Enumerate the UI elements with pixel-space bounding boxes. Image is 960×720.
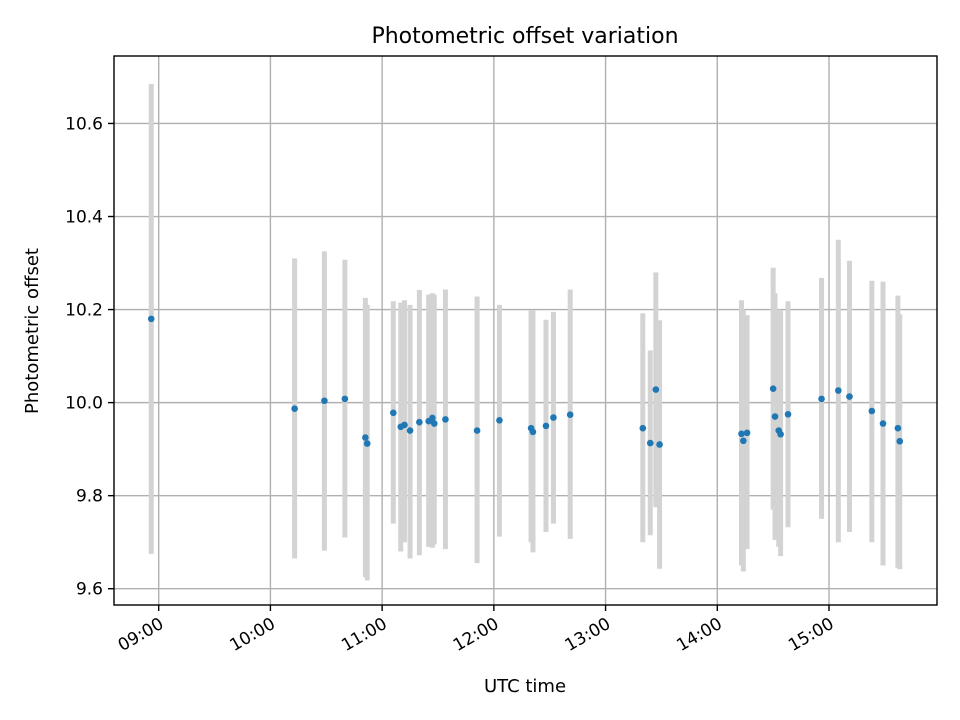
y-axis-label: Photometric offset xyxy=(22,248,43,414)
data-point xyxy=(879,420,887,427)
data-point xyxy=(401,421,408,429)
data-point xyxy=(769,385,777,392)
plot-frame xyxy=(113,55,938,606)
data-point xyxy=(430,420,438,427)
y-tick-label: 9.8 xyxy=(76,487,103,507)
y-tick-label: 10.2 xyxy=(65,301,103,321)
data-point xyxy=(652,386,660,393)
data-point xyxy=(362,434,369,441)
data-point xyxy=(656,441,663,448)
data-point xyxy=(777,430,784,438)
data-point xyxy=(846,393,853,400)
data-point xyxy=(496,416,503,424)
data-point xyxy=(291,405,298,412)
data-point xyxy=(321,397,328,405)
data-point xyxy=(740,437,747,445)
data-points xyxy=(147,315,904,448)
data-point xyxy=(147,315,155,323)
data-point xyxy=(389,409,397,417)
data-point xyxy=(743,429,751,437)
y-axis-ticks: 9.6 9.8 10.0 10.2 10.4 10.6 xyxy=(65,114,114,600)
y-tick-label: 9.6 xyxy=(76,580,103,600)
data-point xyxy=(550,414,557,421)
data-point xyxy=(818,395,825,403)
chart-title: Photometric offset variation xyxy=(371,24,678,49)
data-point xyxy=(784,410,792,418)
data-point xyxy=(646,439,654,447)
data-point xyxy=(738,430,745,438)
data-point xyxy=(363,440,371,447)
data-point xyxy=(894,424,902,432)
data-point xyxy=(529,428,537,436)
data-point xyxy=(566,411,574,419)
data-point xyxy=(416,418,423,426)
data-point xyxy=(341,395,349,403)
data-point xyxy=(542,422,550,430)
data-point xyxy=(868,407,876,415)
data-point xyxy=(442,416,449,423)
grid xyxy=(114,56,937,605)
data-point xyxy=(835,387,842,394)
x-axis-label: UTC time xyxy=(484,676,566,697)
y-tick-label: 10.6 xyxy=(65,114,103,134)
data-point xyxy=(639,424,647,432)
data-point xyxy=(896,437,904,445)
data-point xyxy=(473,427,481,434)
data-point xyxy=(406,427,414,434)
y-tick-label: 10.4 xyxy=(65,208,103,228)
data-point xyxy=(771,413,779,420)
y-tick-label: 10.0 xyxy=(65,394,103,414)
data-point xyxy=(429,414,436,422)
